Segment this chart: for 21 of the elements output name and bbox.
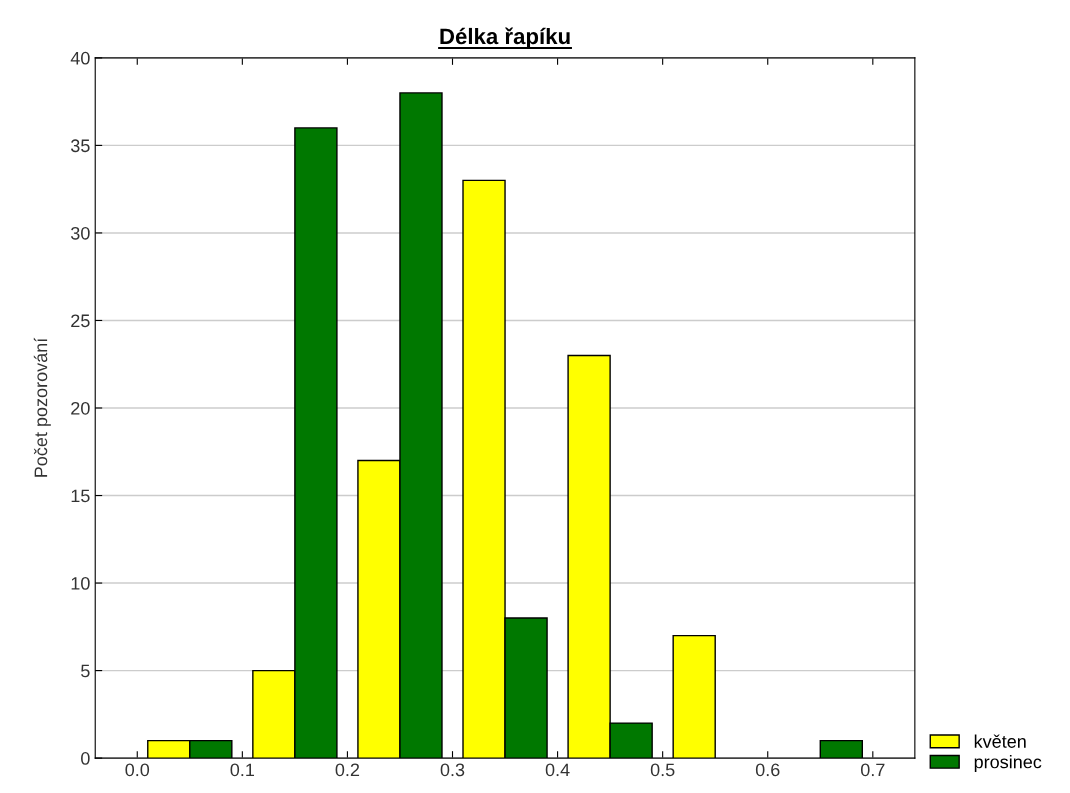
y-tick-label: 5	[81, 664, 90, 678]
x-tick-label: 0.6	[755, 763, 780, 777]
legend-label: prosinec	[974, 755, 1042, 772]
x-tick-label: 0.1	[230, 763, 255, 777]
y-tick-label: 10	[71, 576, 90, 590]
y-axis-title: Počet pozorování	[33, 337, 51, 477]
y-tick-label: 0	[81, 752, 90, 765]
x-tick-label: 0.0	[125, 763, 150, 777]
x-tick-label: 0.5	[650, 763, 675, 777]
y-tick-label: 20	[71, 401, 90, 415]
x-tick-label: 0.2	[335, 763, 360, 777]
x-tick-label: 0.7	[860, 763, 885, 777]
y-tick-label: 40	[70, 51, 90, 65]
x-tick-label: 0.4	[545, 763, 570, 777]
y-tick-label: 30	[70, 226, 90, 240]
y-tick-label: 25	[71, 314, 90, 328]
y-tick-label: 15	[71, 489, 90, 503]
legend-label: květen	[974, 734, 1026, 748]
y-tick-label: 35	[70, 139, 90, 153]
chart-title: Délka řapíku	[440, 27, 570, 49]
x-tick-label: 0.3	[440, 763, 465, 777]
